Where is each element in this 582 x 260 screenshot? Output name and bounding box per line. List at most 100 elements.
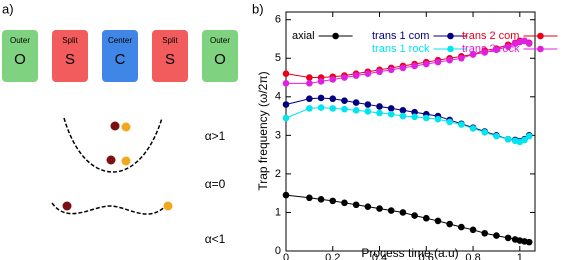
data-point bbox=[352, 72, 360, 79]
ion bbox=[121, 156, 131, 166]
data-point bbox=[469, 125, 477, 132]
data-point bbox=[434, 217, 442, 225]
data-point bbox=[282, 114, 290, 122]
data-point bbox=[352, 106, 360, 114]
data-point bbox=[411, 113, 418, 121]
data-point bbox=[458, 121, 465, 128]
data-point bbox=[306, 95, 313, 103]
data-point bbox=[422, 60, 430, 68]
data-point bbox=[329, 105, 337, 112]
data-point bbox=[446, 118, 453, 126]
electrode bbox=[152, 30, 188, 82]
data-point bbox=[376, 103, 383, 110]
plot-frame bbox=[285, 11, 536, 252]
electrode-letter: S bbox=[65, 51, 75, 68]
data-point bbox=[341, 97, 348, 104]
y-tick-label: 0 bbox=[275, 245, 281, 257]
data-point bbox=[341, 74, 348, 81]
potentials bbox=[51, 117, 169, 215]
legend-marker bbox=[447, 32, 454, 40]
data-point bbox=[364, 203, 372, 210]
data-point bbox=[434, 115, 442, 123]
y-tick-label: 2 bbox=[275, 168, 281, 180]
electrode-label: Outer bbox=[10, 36, 30, 45]
potential-curve bbox=[51, 202, 169, 215]
data-point bbox=[306, 194, 313, 202]
data-point bbox=[282, 80, 290, 87]
panel-label: a) bbox=[2, 1, 14, 16]
regime-label: α=0 bbox=[205, 177, 226, 191]
data-point bbox=[376, 68, 383, 76]
electrode bbox=[102, 30, 138, 82]
y-tick-label: 5 bbox=[275, 52, 281, 64]
ion bbox=[110, 121, 120, 131]
data-point bbox=[306, 74, 313, 81]
x-tick-label: 0.2 bbox=[325, 252, 340, 260]
data-point bbox=[422, 114, 430, 122]
legend-label: trans 2 com bbox=[462, 30, 519, 42]
electrode-letter: C bbox=[115, 51, 126, 68]
y-tick-label: 4 bbox=[275, 91, 281, 103]
data-point bbox=[504, 43, 512, 50]
y-tick-label: 1 bbox=[275, 206, 281, 218]
data-point bbox=[317, 196, 325, 203]
data-point bbox=[341, 199, 348, 207]
data-point bbox=[411, 108, 418, 116]
ion bbox=[121, 122, 131, 132]
data-point bbox=[504, 234, 512, 242]
data-point bbox=[329, 197, 337, 205]
x-tick-label: 0.6 bbox=[419, 252, 434, 260]
regime-label: α<1 bbox=[205, 232, 226, 246]
data-point bbox=[458, 223, 465, 231]
electrode bbox=[202, 30, 238, 82]
data-point bbox=[525, 132, 533, 140]
legend-label: trans 1 rock bbox=[372, 43, 430, 55]
legend-label: axial bbox=[292, 30, 315, 42]
data-point bbox=[317, 78, 325, 85]
potential-curve bbox=[63, 117, 163, 173]
data-point bbox=[387, 105, 395, 112]
data-point bbox=[525, 40, 533, 47]
electrode-label: Outer bbox=[210, 36, 230, 45]
legend-marker bbox=[537, 32, 544, 40]
data-point bbox=[469, 51, 477, 58]
data-point bbox=[504, 135, 512, 143]
data-point bbox=[329, 76, 337, 83]
data-point bbox=[387, 66, 395, 74]
data-point bbox=[376, 109, 383, 117]
ion bbox=[62, 201, 72, 211]
x-tick-label: 1 bbox=[517, 252, 523, 260]
data-point bbox=[446, 56, 453, 64]
electrode-label: Center bbox=[108, 36, 132, 45]
legend-label: trans 1 com bbox=[372, 30, 429, 42]
data-point bbox=[387, 207, 395, 214]
data-point bbox=[434, 58, 442, 66]
data-point bbox=[341, 105, 348, 113]
data-point bbox=[306, 105, 313, 112]
regime-label: α>1 bbox=[205, 129, 226, 143]
data-point bbox=[493, 232, 500, 239]
data-point bbox=[411, 212, 418, 219]
data-point bbox=[469, 226, 477, 234]
y-axis-label: Trap frequency (ω/2π) bbox=[256, 71, 270, 190]
data-point bbox=[399, 64, 407, 72]
data-point bbox=[329, 95, 337, 103]
data-point bbox=[352, 201, 360, 209]
data-point bbox=[525, 238, 533, 246]
data-point bbox=[481, 49, 489, 56]
data-point bbox=[317, 104, 325, 111]
data-point bbox=[446, 220, 453, 228]
data-point bbox=[521, 136, 528, 144]
data-point bbox=[399, 209, 407, 216]
ion bbox=[163, 201, 173, 211]
legend-label: trans 2 rock bbox=[462, 43, 520, 55]
data-point bbox=[422, 214, 430, 222]
data-point bbox=[282, 101, 290, 108]
series-line bbox=[285, 107, 530, 143]
electrode-letter: O bbox=[14, 51, 26, 68]
electrode-letter: S bbox=[165, 51, 175, 68]
ion bbox=[106, 155, 116, 165]
data-point bbox=[399, 112, 407, 120]
